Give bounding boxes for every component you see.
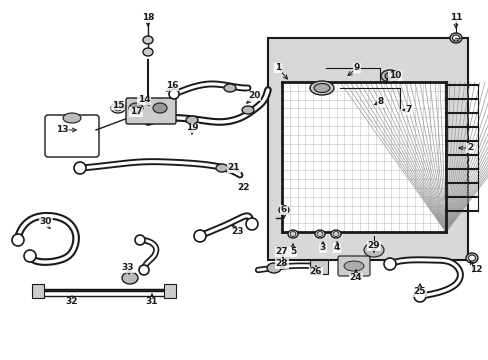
Ellipse shape <box>63 113 81 123</box>
Ellipse shape <box>451 35 459 41</box>
Text: 11: 11 <box>449 13 461 22</box>
Ellipse shape <box>384 72 394 80</box>
Ellipse shape <box>185 116 198 124</box>
Circle shape <box>169 89 179 99</box>
Ellipse shape <box>468 255 474 261</box>
Ellipse shape <box>279 206 288 214</box>
Text: 8: 8 <box>377 98 384 107</box>
Ellipse shape <box>216 164 227 172</box>
FancyBboxPatch shape <box>337 256 369 276</box>
Text: 22: 22 <box>237 184 250 193</box>
Ellipse shape <box>313 84 329 93</box>
Text: 27: 27 <box>275 248 288 256</box>
Text: 17: 17 <box>129 108 142 117</box>
Text: 29: 29 <box>367 242 380 251</box>
Ellipse shape <box>332 231 338 237</box>
Ellipse shape <box>363 243 383 257</box>
Ellipse shape <box>314 230 325 238</box>
Ellipse shape <box>153 103 167 113</box>
Text: 21: 21 <box>227 163 240 172</box>
Text: 33: 33 <box>122 264 134 273</box>
Ellipse shape <box>309 81 333 95</box>
Text: 10: 10 <box>388 72 400 81</box>
Text: 1: 1 <box>274 63 281 72</box>
Ellipse shape <box>142 48 153 56</box>
Text: 15: 15 <box>112 100 124 109</box>
Text: 19: 19 <box>185 123 198 132</box>
Text: 12: 12 <box>469 266 481 274</box>
Text: 7: 7 <box>405 105 411 114</box>
Text: 18: 18 <box>142 13 154 22</box>
Text: 5: 5 <box>289 248 296 256</box>
Circle shape <box>135 235 145 245</box>
Circle shape <box>194 230 205 242</box>
Text: 13: 13 <box>56 126 68 135</box>
Ellipse shape <box>380 70 398 82</box>
Text: 2: 2 <box>466 144 472 153</box>
Text: 25: 25 <box>413 288 426 297</box>
Bar <box>282 82 445 232</box>
Text: 4: 4 <box>333 243 340 252</box>
Text: 28: 28 <box>275 260 287 269</box>
Text: 14: 14 <box>138 95 150 104</box>
Text: 9: 9 <box>353 63 360 72</box>
Ellipse shape <box>343 261 363 271</box>
Text: 16: 16 <box>165 81 178 90</box>
Bar <box>32 284 44 298</box>
Bar <box>163 284 176 298</box>
Ellipse shape <box>289 231 295 237</box>
Ellipse shape <box>287 230 297 238</box>
Ellipse shape <box>224 84 236 92</box>
Text: 31: 31 <box>145 297 158 306</box>
FancyBboxPatch shape <box>126 98 176 124</box>
Text: 26: 26 <box>309 267 322 276</box>
Text: 30: 30 <box>40 217 52 226</box>
Text: 32: 32 <box>65 297 78 306</box>
Circle shape <box>413 290 425 302</box>
Ellipse shape <box>316 231 323 237</box>
Ellipse shape <box>129 103 142 113</box>
Text: 23: 23 <box>231 228 244 237</box>
Ellipse shape <box>242 106 253 114</box>
Text: 20: 20 <box>247 91 260 100</box>
Circle shape <box>383 258 395 270</box>
Bar <box>309 260 327 274</box>
FancyBboxPatch shape <box>45 115 99 157</box>
Text: 6: 6 <box>280 206 286 215</box>
Ellipse shape <box>266 263 281 273</box>
Circle shape <box>245 218 258 230</box>
Circle shape <box>74 162 86 174</box>
Circle shape <box>24 250 36 262</box>
Text: 3: 3 <box>319 243 325 252</box>
Ellipse shape <box>465 253 477 263</box>
Ellipse shape <box>111 103 125 113</box>
Ellipse shape <box>122 272 138 284</box>
Ellipse shape <box>114 105 122 111</box>
Ellipse shape <box>142 36 153 44</box>
Bar <box>267 38 467 260</box>
Circle shape <box>139 265 149 275</box>
Circle shape <box>12 234 24 246</box>
Ellipse shape <box>449 33 461 43</box>
Ellipse shape <box>330 230 340 238</box>
Text: 24: 24 <box>349 274 362 283</box>
